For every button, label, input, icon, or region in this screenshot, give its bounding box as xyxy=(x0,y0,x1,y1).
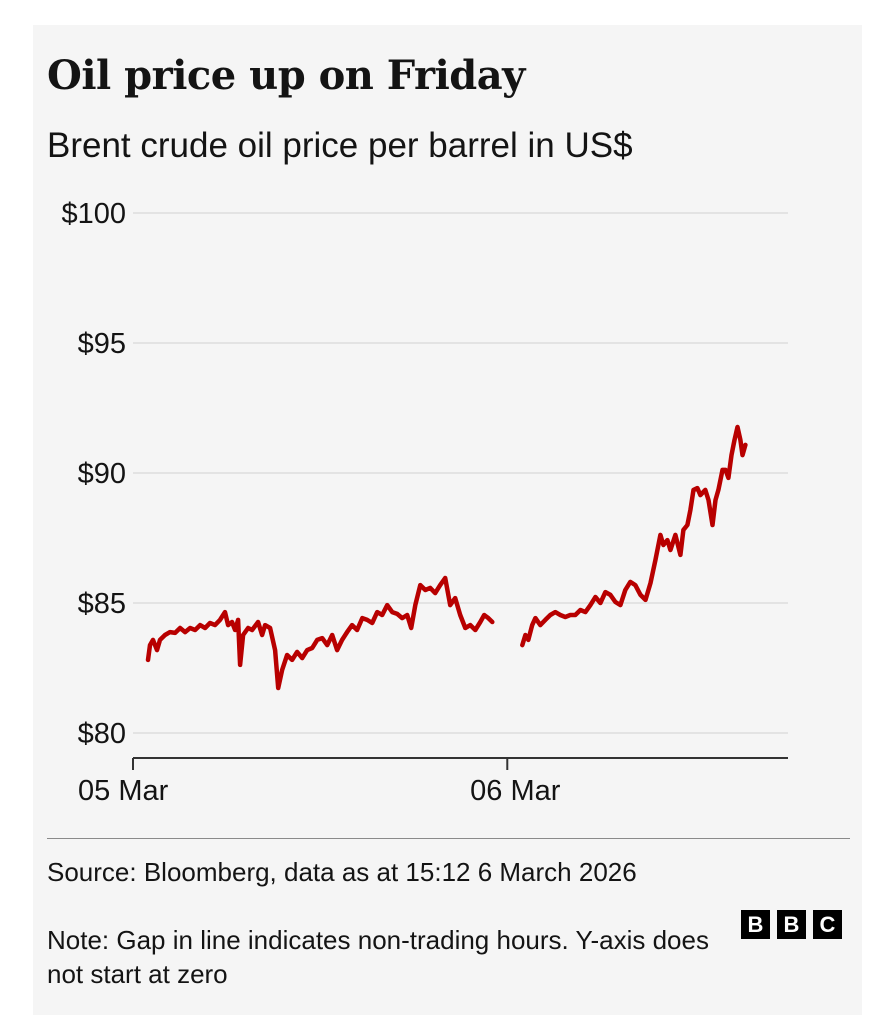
y-tick-label: $90 xyxy=(78,458,126,490)
bbc-logo-letter: B xyxy=(777,910,806,939)
bbc-logo-letter: B xyxy=(741,910,770,939)
price-line xyxy=(145,575,495,691)
price-line xyxy=(520,424,748,648)
chart-card xyxy=(33,25,862,1015)
y-tick-label: $80 xyxy=(78,718,126,750)
y-tick-label: $85 xyxy=(78,588,126,620)
note-text: Note: Gap in line indicates non-trading … xyxy=(47,925,709,989)
footer-divider xyxy=(47,838,850,839)
y-tick-label: $95 xyxy=(78,328,126,360)
bbc-logo: B B C xyxy=(741,910,842,939)
chart-title: Oil price up on Friday xyxy=(47,52,525,99)
x-tick-label: 05 Mar xyxy=(78,775,169,807)
y-tick-label: $100 xyxy=(61,198,126,230)
chart-subtitle: Brent crude oil price per barrel in US$ xyxy=(47,126,633,165)
bbc-logo-letter: C xyxy=(813,910,842,939)
source-text: Source: Bloomberg, data as at 15:12 6 Ma… xyxy=(47,857,637,887)
x-tick-label: 06 Mar xyxy=(470,775,561,807)
